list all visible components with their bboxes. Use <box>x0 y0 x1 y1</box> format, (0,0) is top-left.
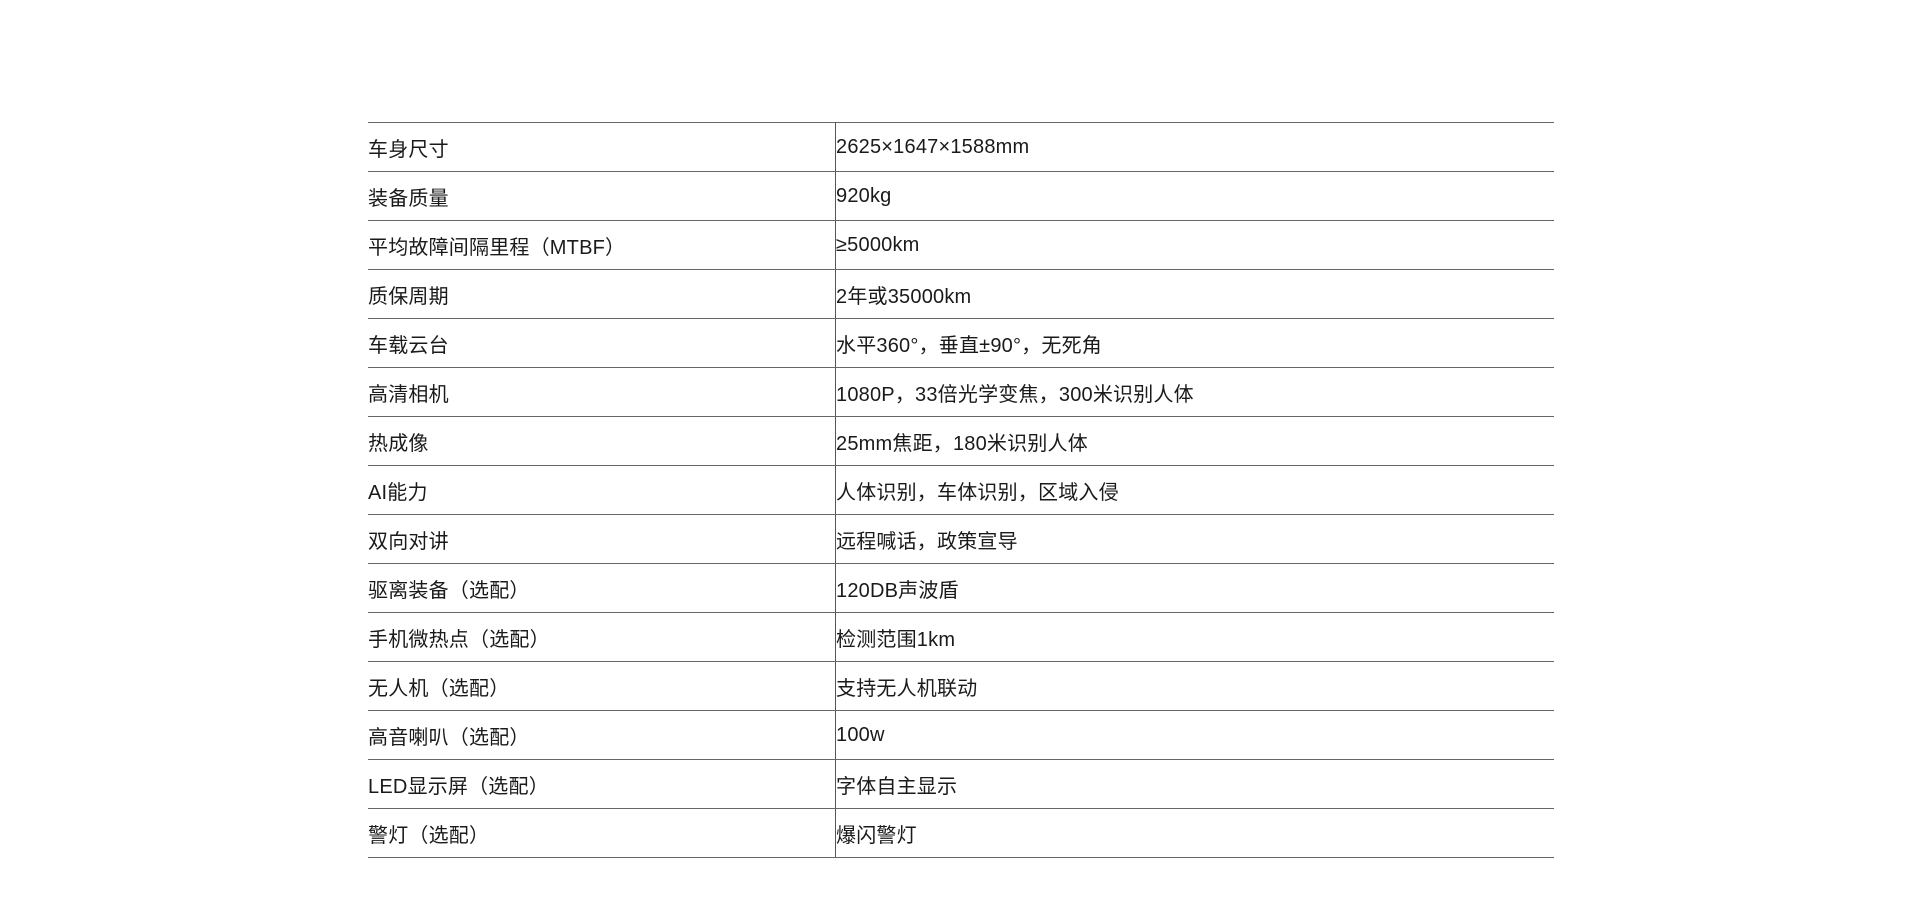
table-row: 热成像 25mm焦距，180米识别人体 <box>368 416 1554 466</box>
spec-value-cell: 2年或35000km <box>835 269 1554 319</box>
spec-label-cell: 双向对讲 <box>368 514 836 564</box>
spec-label-cell: 装备质量 <box>368 171 836 221</box>
spec-value-cell: 100w <box>835 710 1554 760</box>
table-row: 车载云台 水平360°，垂直±90°，无死角 <box>368 318 1554 368</box>
table-row: 驱离装备（选配） 120DB声波盾 <box>368 563 1554 613</box>
table-row: 装备质量 920kg <box>368 171 1554 221</box>
spec-value-cell: 120DB声波盾 <box>835 563 1554 613</box>
spec-label-cell: 无人机（选配） <box>368 661 836 711</box>
spec-value-cell: 2625×1647×1588mm <box>835 122 1554 172</box>
spec-label-cell: 质保周期 <box>368 269 836 319</box>
spec-value-cell: 25mm焦距，180米识别人体 <box>835 416 1554 466</box>
table-row: 无人机（选配） 支持无人机联动 <box>368 661 1554 711</box>
spec-value-cell: ≥5000km <box>835 220 1554 270</box>
table-row: LED显示屏（选配） 字体自主显示 <box>368 759 1554 809</box>
spec-value-cell: 检测范围1km <box>835 612 1554 662</box>
spec-label-cell: 车身尺寸 <box>368 122 836 172</box>
spec-value-cell: 水平360°，垂直±90°，无死角 <box>835 318 1554 368</box>
table-row: AI能力 人体识别，车体识别，区域入侵 <box>368 465 1554 515</box>
spec-label-cell: 手机微热点（选配） <box>368 612 836 662</box>
spec-label-cell: 高音喇叭（选配） <box>368 710 836 760</box>
spec-label-cell: 驱离装备（选配） <box>368 563 836 613</box>
spec-value-cell: 人体识别，车体识别，区域入侵 <box>835 465 1554 515</box>
spec-value-cell: 远程喊话，政策宣导 <box>835 514 1554 564</box>
spec-value-cell: 爆闪警灯 <box>835 808 1554 858</box>
table-row: 质保周期 2年或35000km <box>368 269 1554 319</box>
table-row: 双向对讲 远程喊话，政策宣导 <box>368 514 1554 564</box>
spec-label-cell: AI能力 <box>368 465 836 515</box>
spec-label-cell: 热成像 <box>368 416 836 466</box>
spec-value-cell: 920kg <box>835 171 1554 221</box>
table-row: 平均故障间隔里程（MTBF） ≥5000km <box>368 220 1554 270</box>
table-row: 车身尺寸 2625×1647×1588mm <box>368 122 1554 172</box>
spec-label-cell: LED显示屏（选配） <box>368 759 836 809</box>
table-row: 高清相机 1080P，33倍光学变焦，300米识别人体 <box>368 367 1554 417</box>
spec-label-cell: 车载云台 <box>368 318 836 368</box>
spec-label-cell: 警灯（选配） <box>368 808 836 858</box>
table-row: 手机微热点（选配） 检测范围1km <box>368 612 1554 662</box>
spec-label-cell: 高清相机 <box>368 367 836 417</box>
specification-table: 车身尺寸 2625×1647×1588mm 装备质量 920kg 平均故障间隔里程（MT… <box>368 122 1554 858</box>
table-row: 高音喇叭（选配） 100w <box>368 710 1554 760</box>
spec-value-cell: 字体自主显示 <box>835 759 1554 809</box>
spec-value-cell: 支持无人机联动 <box>835 661 1554 711</box>
spec-label-cell: 平均故障间隔里程（MTBF） <box>368 220 836 270</box>
specification-table-body: 车身尺寸 2625×1647×1588mm 装备质量 920kg 平均故障间隔里程（MT… <box>368 122 1554 858</box>
spec-value-cell: 1080P，33倍光学变焦，300米识别人体 <box>835 367 1554 417</box>
specification-table-container: 车身尺寸 2625×1647×1588mm 装备质量 920kg 平均故障间隔里程（MT… <box>368 122 1554 858</box>
table-row: 警灯（选配） 爆闪警灯 <box>368 808 1554 858</box>
